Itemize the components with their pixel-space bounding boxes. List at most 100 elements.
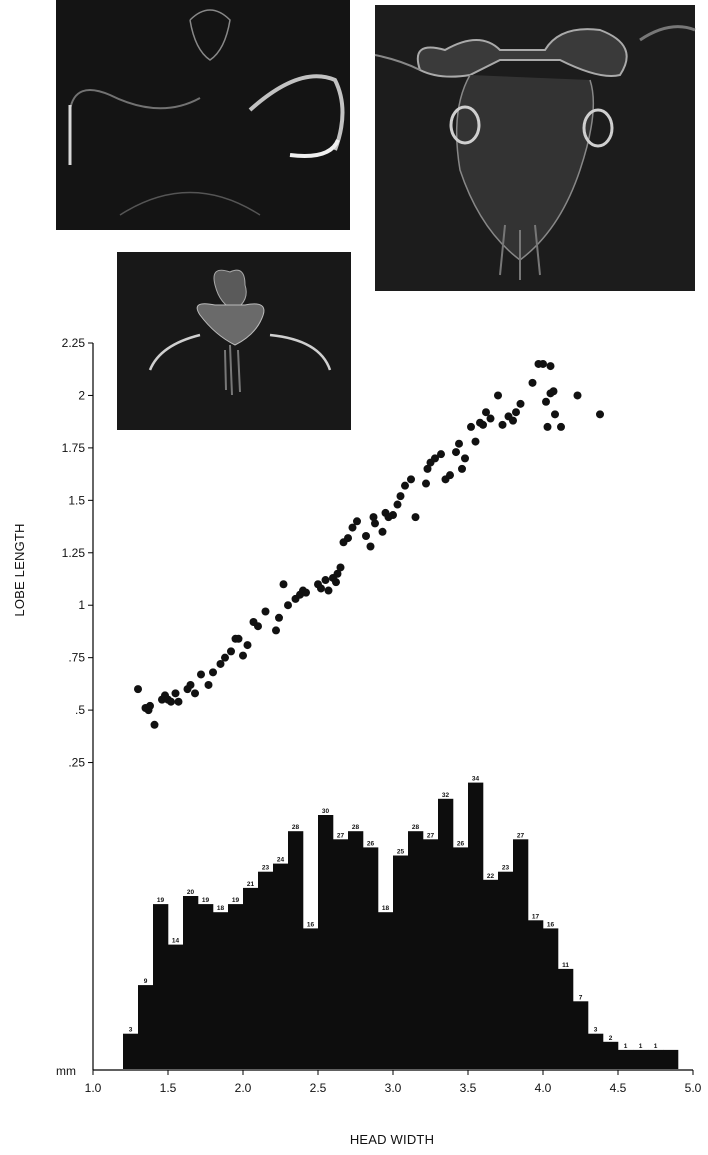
bar-count-label: 34 [472, 776, 480, 783]
scatter-point [134, 685, 142, 694]
histogram-bar [513, 839, 529, 1069]
bar-count-label: 25 [397, 849, 405, 856]
scatter-point [321, 576, 330, 585]
bar-count-label: 18 [217, 905, 225, 912]
scatter-point [197, 670, 205, 679]
histogram-bar [318, 815, 334, 1069]
bar-count-label: 1 [639, 1043, 643, 1050]
bar-count-label: 26 [367, 840, 375, 847]
histogram-bar [258, 871, 274, 1069]
scatter-point [543, 422, 552, 431]
histogram-bar [408, 831, 424, 1069]
scatter-point [227, 647, 235, 656]
histogram-bar [618, 1049, 634, 1069]
scatter-point [366, 542, 375, 551]
scatter-point [146, 701, 154, 710]
y-tick-label: 2 [78, 388, 85, 402]
bar-count-label: 18 [382, 905, 390, 912]
photo-head-closeup [374, 5, 696, 291]
scatter-point [546, 362, 555, 371]
scatter-point [204, 680, 213, 689]
histogram-bar [363, 847, 379, 1069]
bar-count-label: 7 [579, 994, 583, 1001]
histogram-bar [333, 839, 349, 1069]
scatter-point [344, 534, 352, 543]
bar-count-label: 28 [292, 824, 300, 831]
scatter-point [261, 607, 270, 616]
scatter-point [216, 659, 225, 668]
histogram-bar [198, 904, 214, 1069]
scatter-point [509, 416, 517, 425]
x-tick-label: 3.5 [460, 1081, 477, 1095]
scatter-point [221, 653, 229, 662]
scatter-point [461, 454, 469, 463]
histogram-bar [543, 928, 559, 1069]
scatter-point [471, 437, 480, 446]
scatter-point [336, 563, 345, 572]
scatter-point [528, 378, 537, 387]
bar-count-label: 23 [502, 865, 510, 872]
scatter-point [422, 479, 430, 488]
scatter-point [167, 697, 175, 706]
scatter-plot [134, 359, 604, 729]
bar-count-label: 3 [594, 1027, 598, 1034]
histogram-bar [648, 1049, 664, 1069]
scatter-point [486, 414, 495, 423]
y-tick-label: 2.25 [62, 336, 86, 350]
histogram-bar [348, 831, 364, 1069]
bar-count-label: 14 [172, 938, 180, 945]
bar-count-label: 1 [624, 1043, 628, 1050]
bar-count-label: 27 [337, 832, 345, 839]
bar-count-label: 17 [532, 913, 540, 920]
bar-count-label: 28 [352, 824, 360, 831]
bar-count-label: 30 [322, 808, 330, 815]
scatter-point [333, 569, 342, 578]
scatter-point [557, 422, 565, 431]
histogram-bar [153, 904, 169, 1069]
scatter-point [209, 668, 217, 677]
scatter-point [549, 387, 558, 396]
scatter-point [542, 397, 550, 406]
bar-count-label: 19 [202, 897, 210, 904]
scatter-point [452, 448, 460, 457]
scatter-point [396, 492, 405, 501]
scatter-point [401, 481, 409, 490]
histogram: 3919142019181921232428163027282618252827… [123, 776, 679, 1069]
scatter-point [431, 454, 439, 463]
bar-count-label: 24 [277, 857, 285, 864]
x-tick-label: 3.0 [385, 1081, 402, 1095]
scatter-point [234, 634, 243, 643]
bar-count-label: 21 [247, 881, 255, 888]
scatter-point [239, 651, 247, 660]
histogram-bar [438, 798, 454, 1069]
scatter-point [455, 439, 463, 448]
histogram-bar [468, 782, 484, 1069]
bar-count-label: 19 [157, 897, 165, 904]
scatter-point [458, 464, 466, 473]
x-tick-label: 1.0 [85, 1081, 102, 1095]
x-tick-label: 1.5 [160, 1081, 177, 1095]
scatter-point [150, 720, 159, 729]
scatter-point [186, 680, 195, 689]
scatter-point [539, 359, 547, 368]
x-axis-title: HEAD WIDTH [350, 1132, 434, 1147]
x-tick-label: 2.5 [310, 1081, 327, 1095]
bar-count-label: 16 [547, 921, 555, 928]
bar-count-label: 11 [562, 962, 569, 969]
histogram-bar [228, 904, 244, 1069]
scatter-point [369, 513, 378, 522]
scatter-point [243, 641, 252, 650]
scatter-point [512, 408, 520, 417]
scatter-point [551, 410, 559, 419]
bar-count-label: 27 [427, 832, 435, 839]
scatter-point [272, 626, 280, 635]
unit-label: mm [56, 1064, 76, 1078]
scatter-point [596, 410, 604, 419]
histogram-bar [303, 928, 319, 1069]
histogram-bar [573, 1001, 589, 1069]
scatter-point [191, 689, 199, 698]
y-tick-label: 1.75 [62, 441, 86, 455]
x-axis-ticks: 1.0 1.5 2.0 2.5 3.0 3.5 4.0 4.5 5.0 [85, 1070, 702, 1095]
scatter-point [254, 622, 262, 631]
